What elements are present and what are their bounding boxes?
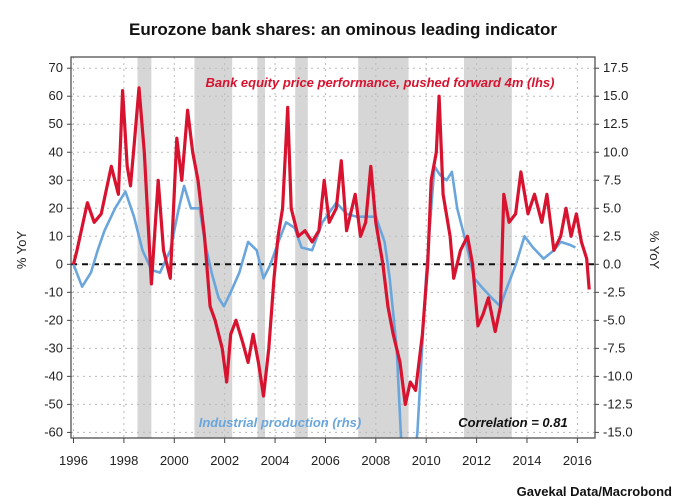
y-tick-label-left: -30 [44, 340, 63, 355]
shaded-period [137, 57, 152, 438]
tick-labels: 706050403020100-10-20-30-40-50-6017.515.… [44, 60, 632, 468]
y-tick-label-right: -2.5 [603, 284, 625, 299]
y-tick-label-right: 12.5 [603, 116, 628, 131]
y-tick-label-left: 30 [49, 172, 63, 187]
y-tick-label-right: 7.5 [603, 172, 621, 187]
y-tick-label-right: 10.0 [603, 144, 628, 159]
y-tick-label-left: -40 [44, 368, 63, 383]
x-tick-label: 2012 [462, 453, 491, 468]
y-tick-label-right: -10.0 [603, 368, 633, 383]
y-tick-label-left: -10 [44, 284, 63, 299]
shaded-period [464, 57, 512, 438]
y-tick-label-left: 40 [49, 144, 63, 159]
source-note: Gavekal Data/Macrobond [516, 484, 672, 499]
y-tick-label-left: 50 [49, 116, 63, 131]
x-tick-label: 2006 [311, 453, 340, 468]
y-tick-label-right: 5.0 [603, 200, 621, 215]
x-tick-label: 2008 [361, 453, 390, 468]
shaded-period [257, 57, 265, 438]
y-tick-label-right: 2.5 [603, 228, 621, 243]
y-tick-label-left: -60 [44, 424, 63, 439]
x-tick-label: 1996 [59, 453, 88, 468]
plot-frame [70, 56, 596, 439]
legend-label-bank-equity: Bank equity price performance, pushed fo… [206, 75, 555, 90]
y-tick-label-right: -12.5 [603, 396, 633, 411]
correlation-annotation: Correlation = 0.81 [458, 415, 567, 430]
x-tick-label: 2004 [261, 453, 290, 468]
y-tick-label-left: 70 [49, 60, 63, 75]
y-tick-label-left: 0 [56, 256, 63, 271]
series-line-bank-equity [71, 86, 591, 406]
y-tick-label-left: 10 [49, 228, 63, 243]
y-tick-label-right: -5.0 [603, 312, 625, 327]
shaded-periods [137, 57, 512, 438]
x-tick-label: 2002 [210, 453, 239, 468]
y-axis-label-right: % YoY [647, 231, 662, 270]
y-tick-label-right: 0.0 [603, 256, 621, 271]
y-tick-label-left: 20 [49, 200, 63, 215]
chart-title: Eurozone bank shares: an ominous leading… [129, 20, 557, 39]
y-tick-label-left: -20 [44, 312, 63, 327]
x-tick-label: 2010 [412, 453, 441, 468]
y-tick-label-left: 60 [49, 88, 63, 103]
y-tick-label-left: -50 [44, 396, 63, 411]
y-tick-label-right: 17.5 [603, 60, 628, 75]
gridlines [67, 57, 599, 443]
x-tick-label: 2016 [563, 453, 592, 468]
series-lines [71, 86, 591, 438]
x-tick-label: 2000 [160, 453, 189, 468]
y-tick-label-right: 15.0 [603, 88, 628, 103]
legend-label-industrial-production: Industrial production (rhs) [199, 415, 362, 430]
y-tick-label-right: -15.0 [603, 424, 633, 439]
x-tick-label: 2014 [513, 453, 542, 468]
y-tick-label-right: -7.5 [603, 340, 625, 355]
y-axis-label-left: % YoY [14, 231, 29, 270]
x-tick-label: 1998 [109, 453, 138, 468]
